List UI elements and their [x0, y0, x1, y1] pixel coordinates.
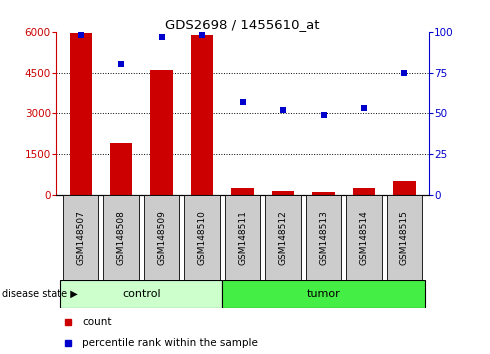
- Text: GSM148507: GSM148507: [76, 210, 85, 265]
- Bar: [231, 188, 254, 195]
- FancyBboxPatch shape: [306, 195, 342, 280]
- Bar: [393, 181, 416, 195]
- FancyBboxPatch shape: [265, 195, 301, 280]
- Text: GSM148508: GSM148508: [117, 210, 125, 265]
- FancyBboxPatch shape: [63, 195, 98, 280]
- FancyBboxPatch shape: [225, 195, 260, 280]
- Text: GSM148512: GSM148512: [278, 210, 288, 264]
- FancyBboxPatch shape: [184, 195, 220, 280]
- Text: GSM148509: GSM148509: [157, 210, 166, 265]
- Text: GSM148513: GSM148513: [319, 210, 328, 265]
- Point: [400, 70, 408, 75]
- Point: [117, 62, 125, 67]
- Text: count: count: [82, 318, 112, 327]
- Text: GSM148511: GSM148511: [238, 210, 247, 265]
- FancyBboxPatch shape: [387, 195, 422, 280]
- Bar: [150, 70, 173, 195]
- Text: tumor: tumor: [307, 289, 341, 299]
- Point: [279, 107, 287, 113]
- Text: disease state ▶: disease state ▶: [2, 289, 78, 299]
- Point: [239, 99, 246, 105]
- Point: [319, 112, 327, 118]
- Text: percentile rank within the sample: percentile rank within the sample: [82, 338, 258, 348]
- Bar: [110, 143, 132, 195]
- Bar: [70, 33, 92, 195]
- Text: GSM148515: GSM148515: [400, 210, 409, 265]
- FancyBboxPatch shape: [346, 195, 382, 280]
- Text: GSM148510: GSM148510: [197, 210, 207, 265]
- FancyBboxPatch shape: [222, 280, 425, 308]
- Point: [360, 105, 368, 111]
- Point: [198, 32, 206, 38]
- Text: control: control: [122, 289, 161, 299]
- Point: [77, 32, 85, 38]
- FancyBboxPatch shape: [60, 280, 222, 308]
- Bar: [191, 35, 213, 195]
- Title: GDS2698 / 1455610_at: GDS2698 / 1455610_at: [165, 18, 320, 31]
- Point: [158, 34, 166, 40]
- Bar: [353, 188, 375, 195]
- Bar: [313, 192, 335, 195]
- FancyBboxPatch shape: [144, 195, 179, 280]
- Text: GSM148514: GSM148514: [360, 210, 368, 264]
- FancyBboxPatch shape: [103, 195, 139, 280]
- Bar: [272, 190, 294, 195]
